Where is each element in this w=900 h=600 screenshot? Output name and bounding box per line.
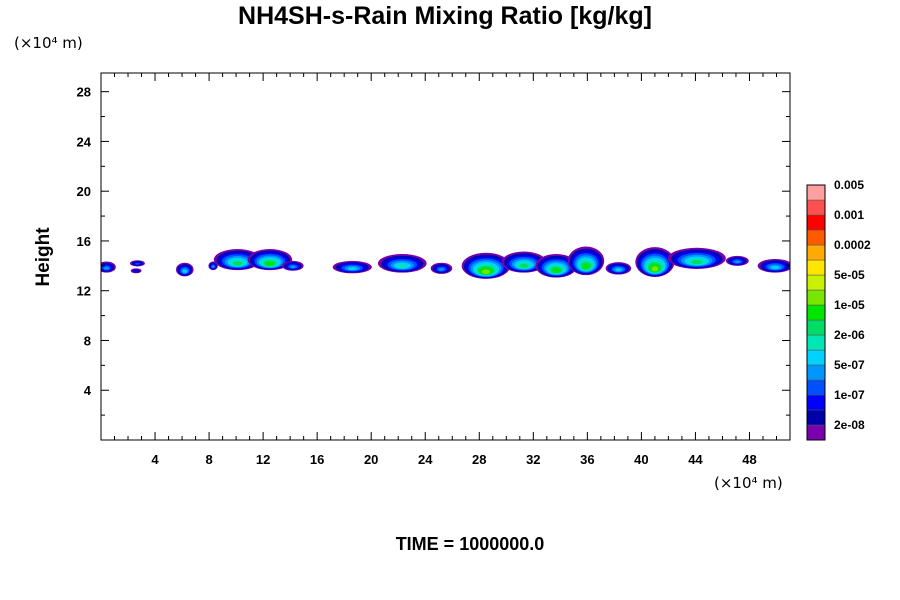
- cloud-cell: [130, 260, 145, 267]
- time-label: TIME = 1000000.0: [396, 534, 545, 554]
- contour-level: [103, 266, 109, 270]
- y-axis-label: Height: [33, 227, 54, 287]
- cloud-cell: [247, 249, 293, 271]
- colorbar-swatch: [806, 319, 826, 336]
- colorbar-label: 2e-08: [834, 418, 865, 432]
- cloud-cell: [175, 262, 194, 277]
- colorbar-label: 5e-05: [834, 268, 865, 282]
- contour-level: [265, 261, 274, 266]
- colorbar-label: 0.0002: [834, 238, 871, 252]
- contour-level: [134, 270, 139, 273]
- x-tick-label: 24: [418, 452, 433, 467]
- cloud-cell: [130, 268, 142, 274]
- colorbar-label: 1e-07: [834, 388, 865, 402]
- colorbar-frame: [806, 184, 826, 441]
- y-tick-label: 8: [84, 333, 91, 348]
- y-axis-unit: (×10⁴ m): [14, 34, 83, 52]
- colorbar-swatch: [806, 409, 826, 426]
- cloud-cell: [667, 247, 726, 269]
- colorbar-swatch: [806, 364, 826, 381]
- cloud-cell: [757, 258, 790, 273]
- x-tick-label: 12: [256, 452, 270, 467]
- cloud-field: [101, 246, 790, 279]
- contour-level: [651, 266, 659, 272]
- colorbar-swatch: [806, 229, 826, 246]
- colorbar-swatch: [806, 349, 826, 366]
- contour-level: [734, 260, 741, 264]
- contour-level: [135, 262, 140, 265]
- x-tick-label: 28: [472, 452, 486, 467]
- contour-level: [347, 267, 357, 271]
- cloud-cell: [635, 247, 675, 278]
- cloud-cell: [567, 246, 605, 276]
- contour-level: [211, 265, 215, 268]
- cloud-cell: [208, 261, 218, 271]
- contour-level: [552, 268, 561, 273]
- x-tick-label: 44: [688, 452, 703, 467]
- cloud-cell: [332, 260, 372, 274]
- y-tick-label: 28: [77, 85, 91, 100]
- contour-level: [519, 263, 529, 268]
- cloud-cell: [501, 251, 547, 273]
- colorbar-swatch: [806, 244, 826, 261]
- contour-level: [397, 264, 408, 269]
- plot-frame: [100, 72, 791, 441]
- y-tick-label: 12: [77, 284, 91, 299]
- colorbar-swatch: [806, 304, 826, 321]
- colorbar-label: 1e-05: [834, 298, 865, 312]
- colorbar-label: 0.001: [834, 208, 864, 222]
- colorbar-swatch: [806, 199, 826, 216]
- contour-level: [615, 268, 622, 272]
- contour-level: [481, 269, 491, 274]
- cloud-cell: [282, 260, 304, 271]
- x-tick-label: 36: [580, 452, 594, 467]
- colorbar-label: 5e-07: [834, 358, 865, 372]
- x-tick-label: 48: [742, 452, 756, 467]
- x-tick-label: 8: [205, 452, 212, 467]
- x-axis-unit: (×10⁴ m): [714, 474, 783, 492]
- y-tick-label: 4: [84, 383, 92, 398]
- colorbar-swatch: [806, 379, 826, 396]
- cloud-cell: [725, 255, 749, 266]
- colorbar-swatch: [806, 334, 826, 351]
- colorbar-swatch: [806, 259, 826, 276]
- contour-level: [289, 265, 296, 269]
- cloud-cell: [430, 262, 453, 274]
- colorbar-swatch: [806, 424, 826, 441]
- chart-title: NH4SH-s-Rain Mixing Ratio [kg/kg]: [238, 2, 652, 30]
- contour-level: [691, 260, 703, 265]
- contour-level: [182, 269, 187, 273]
- contour-level: [771, 265, 780, 270]
- colorbar-swatch: [806, 289, 826, 306]
- colorbar-swatch: [806, 274, 826, 291]
- contour-level: [582, 263, 590, 270]
- x-tick-label: 16: [310, 452, 324, 467]
- cloud-cell: [461, 252, 511, 279]
- cloud-cell: [605, 262, 632, 275]
- cloud-cell: [535, 254, 578, 278]
- contour-level: [232, 261, 243, 266]
- x-tick-label: 40: [634, 452, 648, 467]
- colorbar: 2e-08 1e-07 5e-07 2e-06 1e-05 5e-05 0.0002 0.00…: [806, 178, 871, 441]
- cloud-cell: [101, 261, 116, 273]
- cloud-cell: [213, 249, 262, 271]
- x-tick-label: 20: [364, 452, 378, 467]
- colorbar-swatch: [806, 214, 826, 231]
- colorbar-label: 0.005: [834, 178, 864, 192]
- y-tick-label: 16: [77, 234, 91, 249]
- colorbar-swatch: [806, 184, 826, 201]
- x-tick-label: 32: [526, 452, 540, 467]
- contour-level: [438, 267, 445, 271]
- x-tick-label: 4: [151, 452, 159, 467]
- colorbar-label: 2e-06: [834, 328, 865, 342]
- y-tick-label: 24: [77, 134, 92, 149]
- colorbar-swatch: [806, 394, 826, 411]
- y-tick-label: 20: [77, 184, 91, 199]
- cloud-cell: [377, 254, 427, 273]
